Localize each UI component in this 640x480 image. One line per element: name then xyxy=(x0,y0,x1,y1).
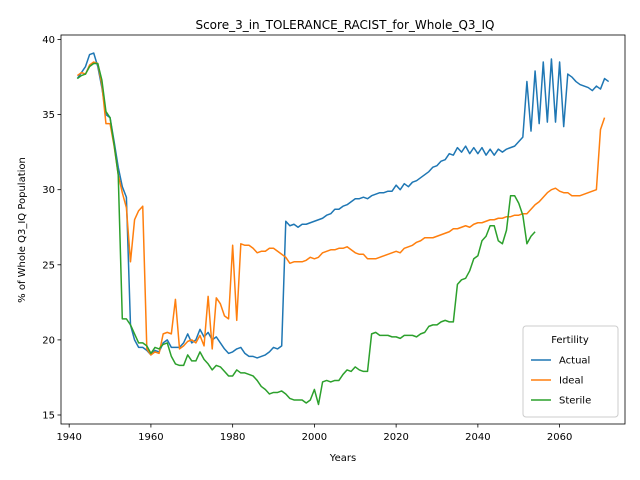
legend-label-sterile: Sterile xyxy=(559,396,591,407)
y-tick-label: 35 xyxy=(42,110,55,121)
legend: Fertility Actual Ideal Sterile xyxy=(522,325,619,418)
legend-label-actual: Actual xyxy=(559,356,590,367)
y-tick-label: 30 xyxy=(42,185,55,196)
plot-frame xyxy=(60,34,626,425)
series-line-actual xyxy=(76,52,610,359)
series-line-ideal xyxy=(76,61,606,356)
chart-title: Score_3_in_TOLERANCE_RACIST_for_Whole_Q3… xyxy=(195,18,494,32)
x-tick-label: 2000 xyxy=(302,432,327,443)
x-tick-label: 2020 xyxy=(383,432,408,443)
y-axis-label: % of Whole Q3_IQ Population xyxy=(17,157,28,303)
x-tick-label: 1980 xyxy=(220,432,245,443)
legend-label-ideal: Ideal xyxy=(559,376,583,387)
y-tick-label: 40 xyxy=(42,35,55,46)
x-axis: 1940 1960 1980 2000 2020 2040 2060 xyxy=(56,424,572,443)
y-tick-label: 25 xyxy=(42,260,55,271)
y-axis: 15 20 25 30 35 40 xyxy=(42,35,61,421)
x-tick-label: 1940 xyxy=(56,432,81,443)
x-tick-label: 2040 xyxy=(465,432,490,443)
y-tick-label: 15 xyxy=(42,410,55,421)
legend-title: Fertility xyxy=(551,335,589,346)
legend-box xyxy=(522,325,619,418)
x-tick-label: 2060 xyxy=(547,432,572,443)
series-line-sterile xyxy=(76,62,536,406)
x-tick-label: 1960 xyxy=(138,432,163,443)
x-axis-label: Years xyxy=(329,453,356,464)
series-layer xyxy=(76,52,610,406)
y-tick-label: 20 xyxy=(42,335,55,346)
